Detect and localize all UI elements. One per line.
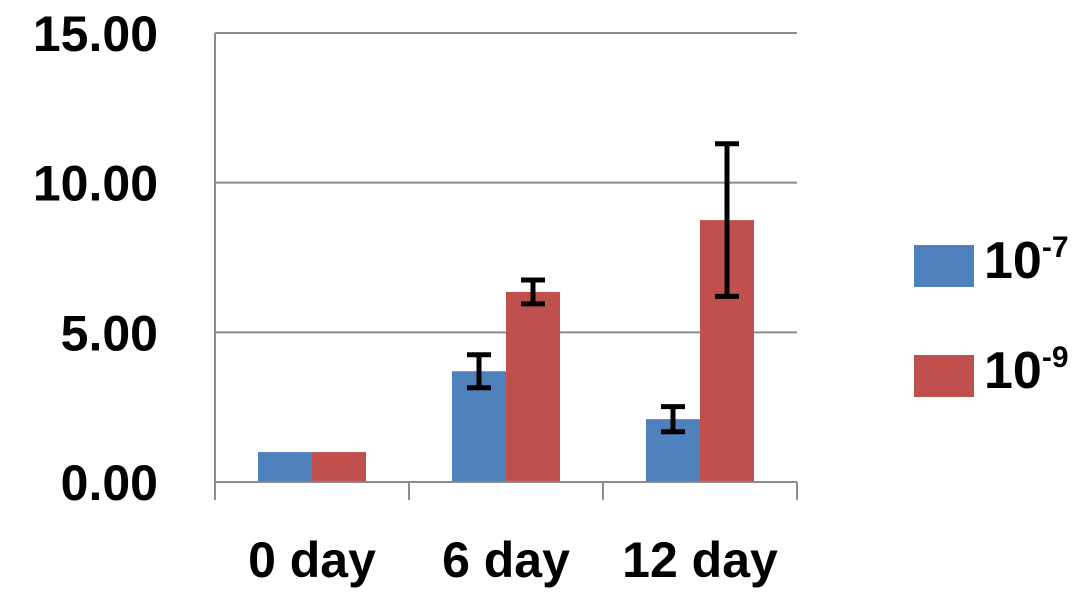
error-bars [467, 141, 739, 435]
legend-base: 10 [984, 342, 1042, 400]
legend-item-series-1: 10-7 [914, 233, 1084, 355]
bar-1-1 [258, 452, 312, 482]
bars [258, 220, 754, 483]
error-bar-1-3 [661, 404, 685, 435]
legend-base: 10 [984, 232, 1042, 290]
legend-exponent: -9 [1041, 341, 1069, 374]
y-tick-label: 15.00 [33, 6, 158, 62]
error-bar-2-3 [715, 141, 739, 299]
y-tick-label: 5.00 [61, 305, 158, 361]
y-tick-labels: 0.00 5.00 10.00 15.00 [33, 6, 158, 511]
legend-exponent: -7 [1041, 231, 1069, 264]
legend: 10-7 10-9 [914, 233, 1084, 465]
legend-swatch-series-2 [914, 355, 974, 397]
error-bar-2-2 [521, 277, 545, 307]
legend-swatch-series-1 [914, 245, 974, 287]
y-tick-label: 0.00 [61, 455, 158, 511]
x-tick-label: 6 day [442, 532, 570, 588]
x-tick-label: 0 day [248, 532, 376, 588]
legend-item-series-2: 10-9 [914, 343, 1084, 465]
legend-label-series-1: 10-7 [984, 232, 1069, 290]
y-tick-label: 10.00 [33, 156, 158, 212]
legend-label-series-2: 10-9 [984, 342, 1069, 400]
x-tick-label: 12 day [622, 532, 778, 588]
error-bar-1-2 [467, 352, 491, 391]
x-tick-labels: 0 day 6 day 12 day [248, 532, 778, 588]
axes [214, 33, 798, 500]
bar-2-2 [506, 291, 560, 482]
bar-2-1 [312, 452, 366, 482]
